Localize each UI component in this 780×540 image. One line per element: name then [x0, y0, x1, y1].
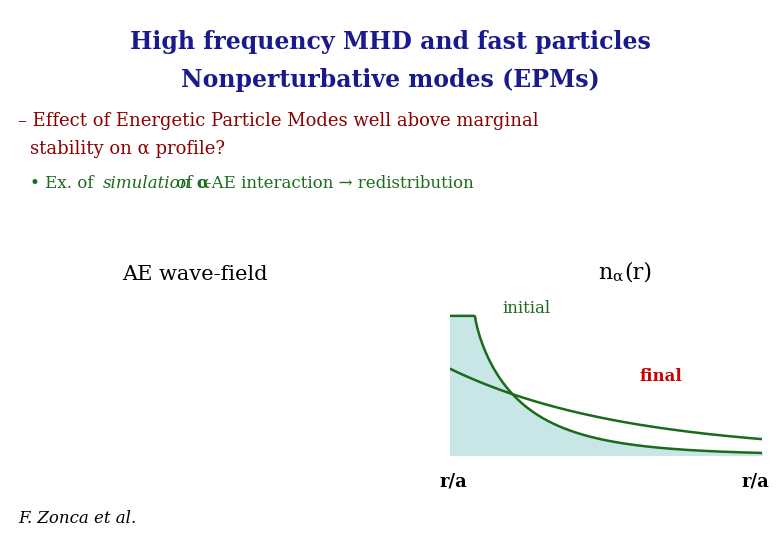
Text: simulation: simulation: [103, 175, 191, 192]
Text: Nonperturbative modes (EPMs): Nonperturbative modes (EPMs): [181, 68, 599, 92]
Text: F. Zonca et al.: F. Zonca et al.: [18, 510, 136, 527]
Text: High frequency MHD and fast particles: High frequency MHD and fast particles: [129, 30, 651, 54]
Text: initial: initial: [502, 300, 550, 317]
Text: α: α: [196, 175, 209, 192]
Text: r/a: r/a: [741, 472, 769, 490]
Text: α: α: [612, 270, 622, 284]
Text: (r): (r): [624, 262, 652, 284]
Text: stability on α profile?: stability on α profile?: [30, 140, 225, 158]
Text: r/a: r/a: [439, 472, 467, 490]
Text: n: n: [598, 262, 612, 284]
Text: -AE interaction → redistribution: -AE interaction → redistribution: [206, 175, 473, 192]
Text: final: final: [640, 368, 682, 385]
Text: – Effect of Energetic Particle Modes well above marginal: – Effect of Energetic Particle Modes wel…: [18, 112, 539, 130]
Text: AE wave-field: AE wave-field: [122, 265, 268, 284]
Text: of: of: [171, 175, 198, 192]
Text: • Ex. of: • Ex. of: [30, 175, 99, 192]
